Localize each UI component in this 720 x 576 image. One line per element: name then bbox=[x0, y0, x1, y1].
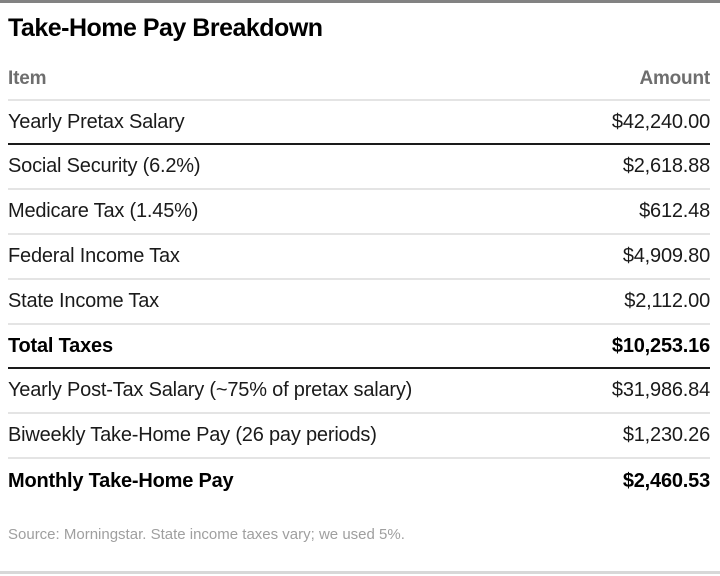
table-row: Medicare Tax (1.45%) $612.48 bbox=[8, 190, 710, 235]
row-item-label: Federal Income Tax bbox=[8, 245, 180, 267]
table-row: Monthly Take-Home Pay $2,460.53 bbox=[8, 459, 710, 504]
row-item-label: Biweekly Take-Home Pay (26 pay periods) bbox=[8, 424, 377, 446]
row-item-label: State Income Tax bbox=[8, 290, 159, 312]
table-row: State Income Tax $2,112.00 bbox=[8, 280, 710, 325]
row-amount-value: $1,230.26 bbox=[622, 424, 710, 446]
top-border-bar bbox=[0, 0, 720, 3]
page-title: Take-Home Pay Breakdown bbox=[8, 14, 323, 42]
row-item-label: Yearly Post-Tax Salary (~75% of pretax s… bbox=[8, 379, 413, 401]
column-header-amount: Amount bbox=[639, 68, 710, 89]
table-row: Yearly Post-Tax Salary (~75% of pretax s… bbox=[8, 369, 710, 414]
row-item-label: Social Security (6.2%) bbox=[8, 155, 201, 177]
table-body: Yearly Pretax Salary $42,240.00 Social Sec… bbox=[0, 101, 720, 504]
table-row: Federal Income Tax $4,909.80 bbox=[8, 235, 710, 280]
row-item-label: Total Taxes bbox=[8, 334, 113, 357]
bottom-border-bar bbox=[0, 571, 720, 574]
row-amount-value: $612.48 bbox=[639, 200, 710, 222]
row-item-label: Medicare Tax (1.45%) bbox=[8, 200, 199, 222]
table-row: Social Security (6.2%) $2,618.88 bbox=[8, 145, 710, 190]
row-amount-value: $4,909.80 bbox=[622, 245, 710, 267]
row-amount-value: $2,112.00 bbox=[624, 290, 710, 312]
table-row: Total Taxes $10,253.16 bbox=[8, 325, 710, 369]
source-note: Source: Morningstar. State income taxes … bbox=[8, 526, 405, 543]
table-row: Yearly Pretax Salary $42,240.00 bbox=[8, 101, 710, 145]
row-amount-value: $2,460.53 bbox=[622, 470, 710, 492]
row-amount-value: $42,240.00 bbox=[611, 110, 710, 133]
table-header: Item Amount bbox=[8, 43, 710, 101]
row-amount-value: $2,618.88 bbox=[622, 155, 710, 177]
table-row: Biweekly Take-Home Pay (26 pay periods) $… bbox=[8, 414, 710, 459]
row-amount-value: $31,986.84 bbox=[611, 379, 710, 401]
row-amount-value: $10,253.16 bbox=[611, 334, 710, 357]
row-item-label: Monthly Take-Home Pay bbox=[8, 470, 234, 492]
row-item-label: Yearly Pretax Salary bbox=[8, 110, 185, 133]
column-header-item: Item bbox=[8, 68, 47, 89]
